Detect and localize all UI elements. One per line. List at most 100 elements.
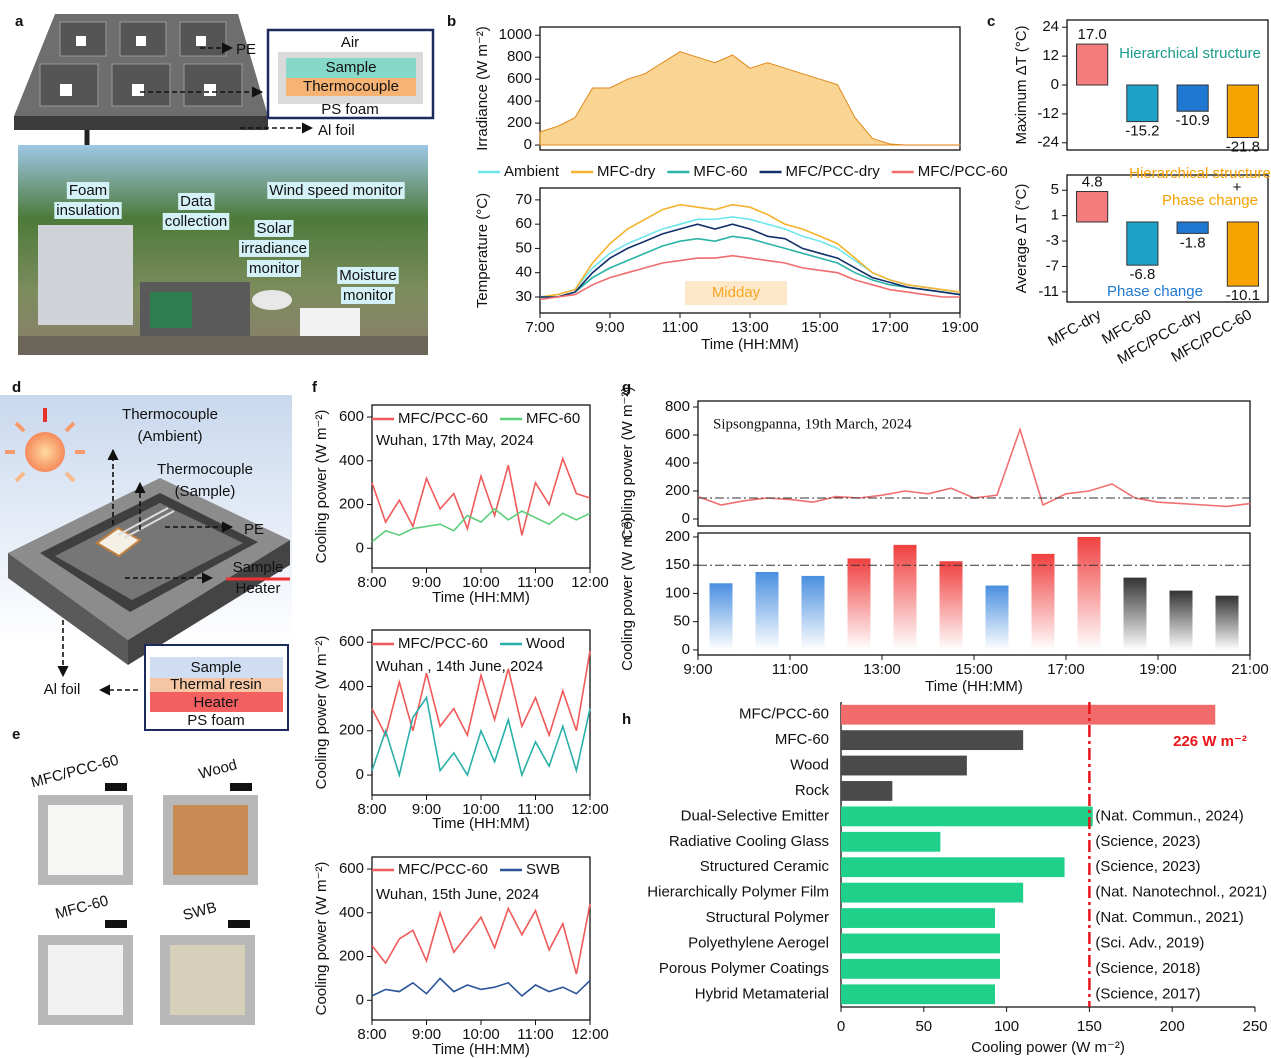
annotation: Midday <box>712 284 761 301</box>
y-axis-label: Cooling power (W m⁻²) <box>313 636 330 790</box>
diagram-label: Sample <box>233 559 284 576</box>
x-tick-label: 17:00 <box>1047 661 1085 678</box>
legend-label: MFC/PCC-60 <box>398 635 488 652</box>
photo-label: Moisture <box>339 267 397 284</box>
panel-letter: e <box>12 726 20 743</box>
x-tick-label: 200 <box>1160 1018 1185 1035</box>
line-series <box>372 978 590 996</box>
bar <box>1077 192 1108 222</box>
x-tick-label: 9:00 <box>595 319 624 336</box>
x-axis-label: Time (HH:MM) <box>432 589 530 606</box>
chart <box>367 405 590 573</box>
tray-label: PE <box>236 41 256 58</box>
y-tick-label: MFC-60 <box>775 731 829 748</box>
legend-label: SWB <box>526 861 560 878</box>
y-tick-label: MFC/PCC-60 <box>739 706 829 723</box>
bar <box>1216 596 1239 650</box>
y-tick-label: 70 <box>515 191 532 208</box>
y-tick-label: -11 <box>1038 283 1059 300</box>
annotation: Sipsongpanna, 19th March, 2024 <box>713 416 912 432</box>
y-tick-label: 0 <box>1051 76 1059 93</box>
panel-letter: c <box>987 13 995 30</box>
y-tick-label: 0 <box>524 136 532 153</box>
x-tick-label: 9:00 <box>683 661 712 678</box>
y-axis-label: Cooling power (W m⁻²) <box>619 517 636 671</box>
bar <box>802 576 825 650</box>
photo-label: irradiance <box>241 240 307 257</box>
bar <box>841 730 1023 750</box>
bar <box>894 545 917 650</box>
x-tick-label: 13:00 <box>731 319 769 336</box>
y-tick-label: 150 <box>665 556 690 573</box>
y-tick-label: Rock <box>795 782 830 799</box>
x-tick-label: 15:00 <box>801 319 839 336</box>
reference-label: (Nat. Commun., 2021) <box>1095 909 1243 926</box>
x-tick-label: 21:00 <box>1231 661 1269 678</box>
x-tick-label: MFC-dry <box>1045 306 1104 350</box>
bar <box>1127 222 1158 265</box>
y-tick-label: 400 <box>507 92 532 109</box>
y-tick-label: Hierarchically Polymer Film <box>647 884 829 901</box>
x-axis-label: Time (HH:MM) <box>432 1041 530 1058</box>
value-label: -10.9 <box>1176 112 1210 129</box>
diagram-label: Heater <box>235 580 280 597</box>
y-tick-label: 400 <box>665 454 690 471</box>
layer-label: PS foam <box>321 101 379 118</box>
y-tick-label: -12 <box>1037 105 1059 122</box>
reference-label: (Science, 2017) <box>1095 985 1200 1002</box>
y-tick-label: 400 <box>339 904 364 921</box>
x-tick-label: 7:00 <box>525 319 554 336</box>
reference-label: (Sci. Adv., 2019) <box>1095 934 1204 951</box>
bar <box>1127 85 1158 122</box>
sample-label: MFC-60 <box>53 892 110 922</box>
value-label: -21.8 <box>1226 138 1260 155</box>
annotation: Hierarchical structure <box>1129 165 1271 182</box>
chart <box>535 27 960 150</box>
x-tick-label: 12:00 <box>571 574 609 591</box>
x-tick-label: 100 <box>994 1018 1019 1035</box>
photo-label: monitor <box>343 287 393 304</box>
y-tick-label: 24 <box>1042 18 1059 35</box>
photo-label: insulation <box>56 202 119 219</box>
panel-letter: b <box>447 13 456 30</box>
value-label: 4.8 <box>1082 173 1103 190</box>
panel-letter: a <box>15 13 24 30</box>
y-tick-label: 40 <box>515 264 532 281</box>
plot-frame <box>372 405 590 568</box>
chart <box>367 630 590 800</box>
bar <box>1227 222 1258 286</box>
chart <box>693 533 1250 660</box>
y-tick-label: 0 <box>682 510 690 527</box>
reference-label: (Science, 2023) <box>1095 858 1200 875</box>
y-tick-label: Radiative Cooling Glass <box>669 833 829 850</box>
bar <box>841 883 1023 903</box>
y-tick-label: 0 <box>356 539 364 556</box>
y-tick-label: 0 <box>356 766 364 783</box>
bar <box>1124 578 1147 650</box>
bar <box>1170 591 1193 650</box>
y-tick-label: -7 <box>1046 257 1059 274</box>
legend-label: MFC-60 <box>693 163 747 180</box>
x-tick-label: 12:00 <box>571 801 609 818</box>
y-tick-label: 60 <box>515 215 532 232</box>
y-axis-label: Temperature (°C) <box>474 193 491 308</box>
layer-label: Air <box>341 34 359 51</box>
panel-letter: d <box>12 379 21 396</box>
x-tick-label: 8:00 <box>357 1026 386 1043</box>
x-tick-label: 15:00 <box>955 661 993 678</box>
y-tick-label: Dual-Selective Emitter <box>681 807 829 824</box>
plot-frame <box>698 533 1250 655</box>
bar <box>940 561 963 650</box>
layer-label: Thermal resin <box>170 676 262 693</box>
sample-label: SWB <box>181 899 218 924</box>
annotation: Phase change <box>1107 283 1203 300</box>
x-axis-label: Time (HH:MM) <box>432 815 530 832</box>
bar <box>1078 537 1101 650</box>
y-tick-label: 600 <box>339 633 364 650</box>
y-tick-label: 200 <box>665 528 690 545</box>
diagram-label: (Ambient) <box>137 428 202 445</box>
annotation: Hierarchical structure <box>1119 45 1261 62</box>
x-tick-label: 0 <box>837 1018 845 1035</box>
bar <box>841 857 1065 877</box>
x-tick-label: 50 <box>915 1018 932 1035</box>
